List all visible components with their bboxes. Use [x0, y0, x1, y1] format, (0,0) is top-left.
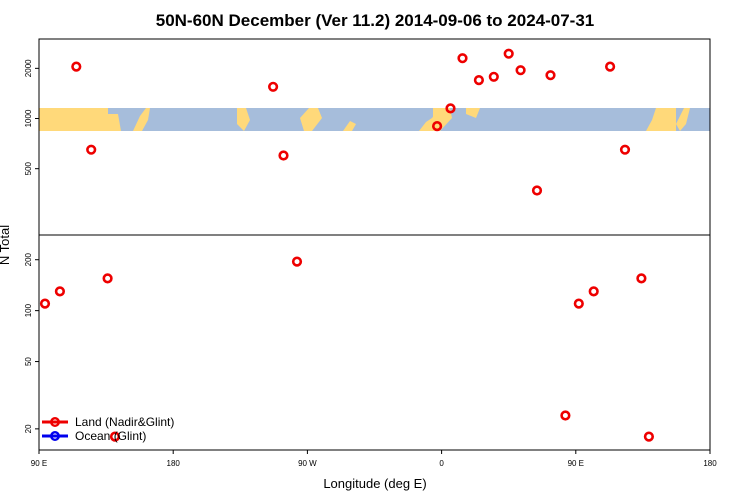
x-tick-label-1: 180 — [167, 459, 181, 468]
legend-marker-land — [50, 417, 61, 428]
map-landmass-0 — [108, 114, 121, 131]
upper-point-9 — [503, 48, 514, 59]
x-axis-label: Longitude (deg E) — [323, 476, 426, 491]
upper-point-6 — [457, 53, 468, 64]
x-tick-label-0: 90 E — [31, 459, 47, 468]
lower-point-3 — [109, 431, 121, 442]
map-ocean-1 — [440, 108, 656, 131]
map-landmass-6 — [466, 108, 480, 118]
upper-point-1 — [86, 144, 97, 155]
upper-point-10 — [515, 65, 526, 76]
map-landmass-5 — [419, 108, 452, 131]
upper-point-0 — [71, 61, 82, 72]
lower-point-0 — [39, 298, 51, 309]
lower-point-9 — [643, 431, 655, 442]
world-map-strip — [39, 108, 710, 131]
upper-point-3 — [278, 150, 289, 161]
lower-y-tick-label-1: 50 — [24, 357, 33, 366]
legend-label-land: Land (Nadir&Glint) — [75, 415, 174, 429]
y-axis-label: N Total — [0, 225, 12, 265]
map-landmass-1 — [133, 108, 150, 131]
lower-point-5 — [560, 410, 571, 421]
map-landmass-2 — [237, 108, 250, 131]
map-landmass-3 — [300, 108, 322, 131]
chart-title: 50N-60N December (Ver 11.2) 2014-09-06 t… — [156, 11, 595, 30]
lower-point-1 — [54, 286, 66, 297]
plot-frame — [38, 38, 711, 451]
lower-point-8 — [636, 273, 647, 284]
lower-point-7 — [588, 286, 599, 297]
upper-point-7 — [473, 74, 485, 86]
upper-point-4 — [432, 120, 443, 132]
upper-point-2 — [268, 81, 279, 92]
lower-point-6 — [573, 298, 584, 309]
x-tick-label-2: 90 W — [298, 459, 317, 468]
legend-item-land: Land (Nadir&Glint) — [42, 415, 174, 429]
upper-y-tick-label-1: 1000 — [24, 109, 33, 127]
upper-panel-points — [71, 48, 631, 196]
upper-point-13 — [604, 61, 616, 72]
lower-y-tick-label-3: 200 — [24, 252, 33, 266]
legend-item-ocean: Ocean (Glint) — [42, 429, 146, 443]
lower-point-2 — [102, 273, 113, 284]
lower-point-4 — [291, 256, 303, 267]
x-tick-label-4: 90 E — [568, 459, 584, 468]
legend-label-ocean: Ocean (Glint) — [75, 429, 146, 443]
map-ocean-0 — [108, 108, 433, 131]
x-tick-label-3: 0 — [439, 459, 444, 468]
lower-y-tick-label-2: 100 — [24, 303, 33, 317]
lower-panel-points — [39, 256, 655, 442]
upper-y-tick-label-2: 2000 — [24, 59, 33, 77]
legend-marker-ocean — [50, 431, 61, 442]
upper-point-11 — [531, 185, 543, 196]
upper-point-12 — [545, 70, 556, 81]
upper-point-14 — [619, 144, 631, 155]
x-tick-label-5: 180 — [703, 459, 717, 468]
map-landmass-4 — [343, 121, 356, 131]
lower-y-tick-label-0: 20 — [24, 424, 33, 433]
upper-point-8 — [488, 71, 499, 82]
map-landmass-7 — [646, 108, 656, 131]
map-landmass-8 — [676, 108, 690, 131]
upper-y-tick-label-0: 500 — [24, 161, 33, 175]
axes: 90 E 180 90 W 0 90 E 180 500 1000 2000 20 50 100 200 — [24, 38, 717, 468]
upper-point-5 — [445, 103, 456, 114]
legend: Land (Nadir&Glint) Ocean (Glint) — [42, 415, 174, 443]
